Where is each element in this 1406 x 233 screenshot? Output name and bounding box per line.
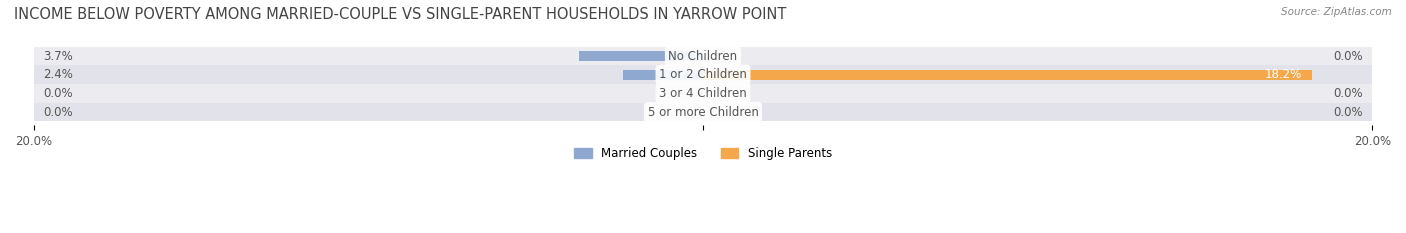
Text: 2.4%: 2.4%	[44, 68, 73, 81]
Text: 0.0%: 0.0%	[1333, 87, 1362, 100]
Bar	[34, 47, 1372, 65]
Text: No Children: No Children	[668, 50, 738, 62]
Text: 0.0%: 0.0%	[1333, 50, 1362, 62]
Bar	[703, 70, 1312, 80]
Text: 18.2%: 18.2%	[1265, 68, 1302, 81]
Bar	[34, 65, 1372, 84]
Text: 3.7%: 3.7%	[44, 50, 73, 62]
Bar	[34, 103, 1372, 121]
Legend: Married Couples, Single Parents: Married Couples, Single Parents	[569, 142, 837, 164]
Bar	[623, 70, 703, 80]
Bar	[34, 84, 1372, 103]
Text: 1 or 2 Children: 1 or 2 Children	[659, 68, 747, 81]
Text: 0.0%: 0.0%	[1333, 106, 1362, 119]
Text: 0.0%: 0.0%	[44, 106, 73, 119]
Text: 5 or more Children: 5 or more Children	[648, 106, 758, 119]
Text: 0.0%: 0.0%	[44, 87, 73, 100]
Text: Source: ZipAtlas.com: Source: ZipAtlas.com	[1281, 7, 1392, 17]
Bar	[579, 51, 703, 61]
Text: INCOME BELOW POVERTY AMONG MARRIED-COUPLE VS SINGLE-PARENT HOUSEHOLDS IN YARROW : INCOME BELOW POVERTY AMONG MARRIED-COUPL…	[14, 7, 786, 22]
Text: 3 or 4 Children: 3 or 4 Children	[659, 87, 747, 100]
